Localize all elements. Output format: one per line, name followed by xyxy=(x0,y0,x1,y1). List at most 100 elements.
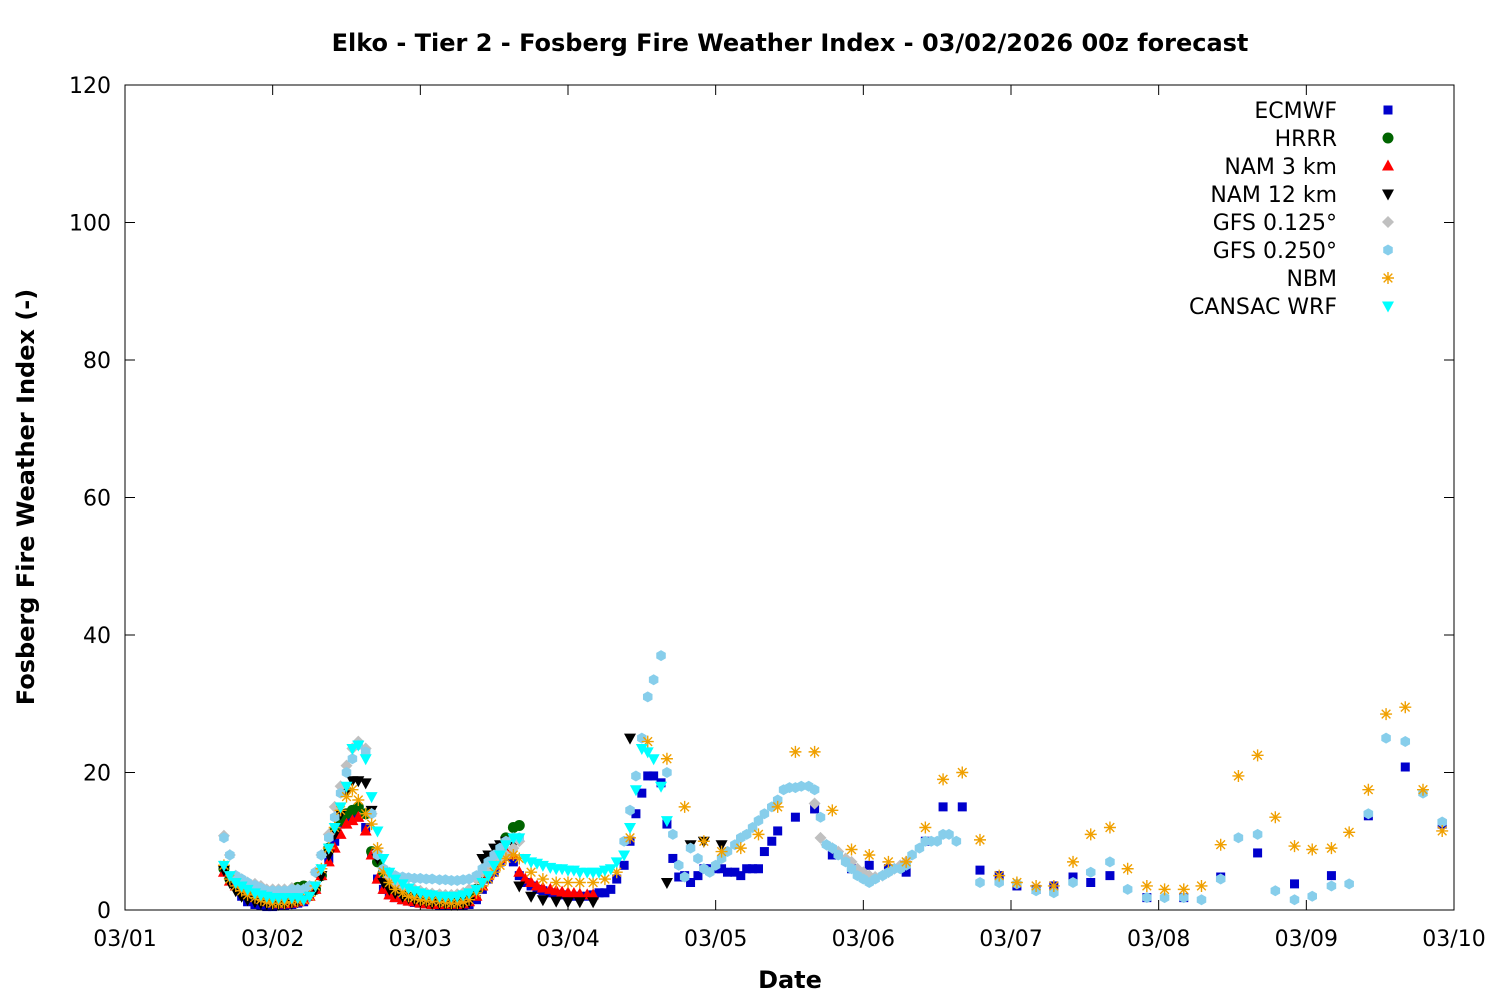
gfs-0-250-point xyxy=(668,828,678,840)
y-tick-label: 20 xyxy=(83,762,111,787)
legend-label-hrrr: HRRR xyxy=(1275,127,1337,152)
ecmwf-point xyxy=(1105,871,1115,881)
gfs-0-250-point xyxy=(464,873,474,885)
cansac-wrf-point xyxy=(513,833,526,845)
gfs-0-250-point xyxy=(827,842,838,854)
nbm-point xyxy=(715,845,728,858)
nbm-point xyxy=(826,804,839,817)
ecmwf-point xyxy=(1400,762,1410,772)
cansac-wrf-point xyxy=(476,878,489,889)
nbm-point xyxy=(1343,826,1356,839)
nbm-point xyxy=(1067,855,1080,868)
nbm-point xyxy=(610,866,623,879)
nbm-point xyxy=(1177,883,1190,896)
gfs-0-250-point xyxy=(1159,892,1170,904)
cansac-wrf-point xyxy=(223,871,236,883)
nbm-point xyxy=(507,849,520,861)
gfs-0-250-point xyxy=(994,877,1004,888)
legend-marker-cansac-wrf xyxy=(1382,301,1394,313)
gfs-0-250-point xyxy=(846,863,857,875)
gfs-0-250-point xyxy=(870,873,880,885)
gfs-0-250-point xyxy=(1233,832,1244,844)
plot-frame xyxy=(124,84,1455,911)
nbm-point xyxy=(1269,811,1282,824)
x-tick-label: 03/04 xyxy=(536,927,599,952)
nbm-point xyxy=(697,835,710,848)
nbm-point xyxy=(678,800,691,813)
gfs-0-250-point xyxy=(772,794,783,806)
nam-3-km-point xyxy=(536,881,549,893)
y-axis-ticks: 0 20 40 60 80 100 120 xyxy=(69,74,1454,924)
nbm-point xyxy=(937,773,950,786)
ecmwf-point xyxy=(730,867,740,877)
ecmwf-point xyxy=(619,860,629,870)
nbm-point xyxy=(408,891,421,904)
ecmwf-point xyxy=(717,864,727,874)
nbm-point xyxy=(389,883,402,896)
nam-12-km-point xyxy=(359,778,372,790)
nbm-point xyxy=(359,807,372,820)
nbm-point xyxy=(499,852,512,865)
cansac-wrf-point xyxy=(346,743,359,755)
legend-label-nam-12-km: NAM 12 km xyxy=(1210,183,1337,208)
gfs-0-250-point xyxy=(796,780,807,792)
nbm-point xyxy=(900,855,913,868)
legend-marker-gfs-0-125 xyxy=(1382,216,1394,228)
nbm-point xyxy=(660,752,673,765)
nam-12-km-point xyxy=(562,897,574,909)
nam-12-km-point xyxy=(513,881,526,893)
x-tick-label: 03/05 xyxy=(684,927,747,952)
gfs-0-250-point xyxy=(710,859,721,871)
x-tick-label: 03/03 xyxy=(389,927,452,952)
gfs-0-250-point xyxy=(1344,878,1354,890)
x-tick-label: 03/02 xyxy=(241,927,304,952)
cansac-wrf-point xyxy=(610,857,623,869)
nbm-point xyxy=(1084,828,1097,841)
nbm-point xyxy=(1140,879,1153,892)
legend-marker-nam-12-km xyxy=(1382,189,1394,201)
nbm-point xyxy=(1214,838,1227,851)
nam-3-km-point xyxy=(525,876,538,887)
nbm-point xyxy=(1436,824,1449,837)
cansac-wrf-point xyxy=(377,853,390,865)
nbm-point xyxy=(1251,749,1264,762)
nbm-point xyxy=(573,876,586,889)
ecmwf-point xyxy=(612,874,622,884)
nbm-point xyxy=(845,843,858,856)
nbm-point xyxy=(488,866,501,879)
cansac-wrf-point xyxy=(235,881,248,893)
cansac-wrf-point xyxy=(641,747,654,759)
nbm-point xyxy=(587,876,600,889)
gfs-0-250-point xyxy=(685,842,696,854)
legend-label-nam-3-km: NAM 3 km xyxy=(1224,155,1337,180)
nbm-point xyxy=(1030,879,1043,892)
cansac-wrf-point xyxy=(647,754,660,766)
nbm-point xyxy=(598,873,611,886)
nbm-point xyxy=(346,783,359,796)
gfs-0-250-point xyxy=(1307,890,1317,902)
cansac-wrf-point xyxy=(519,853,532,865)
gfs-0-250-point xyxy=(662,767,672,778)
y-axis-label: Fosberg Fire Weather Index (-) xyxy=(12,289,40,705)
nbm-point xyxy=(973,833,986,846)
gfs-0-250-point xyxy=(840,856,851,868)
ecmwf-point xyxy=(1290,879,1300,889)
nbm-point xyxy=(365,818,378,831)
cansac-wrf-point xyxy=(629,785,642,797)
cansac-wrf-point xyxy=(340,781,353,793)
nbm-point xyxy=(1325,842,1338,855)
ecmwf-point xyxy=(790,812,800,822)
gfs-0-250-point xyxy=(753,815,764,827)
ecmwf-point xyxy=(668,853,678,863)
gfs-0-250-point xyxy=(219,832,229,844)
cansac-wrf-point xyxy=(297,895,310,907)
nbm-point xyxy=(1195,879,1208,892)
gfs-0-250-point xyxy=(656,650,666,662)
legend-marker-gfs-0-250 xyxy=(1383,244,1393,256)
gfs-0-250-point xyxy=(679,871,690,883)
x-axis-label: Date xyxy=(758,966,822,994)
gfs-0-250-point xyxy=(642,691,653,703)
legend-marker-nam-3-km xyxy=(1382,159,1394,171)
gfs-0-250-point xyxy=(316,849,327,861)
